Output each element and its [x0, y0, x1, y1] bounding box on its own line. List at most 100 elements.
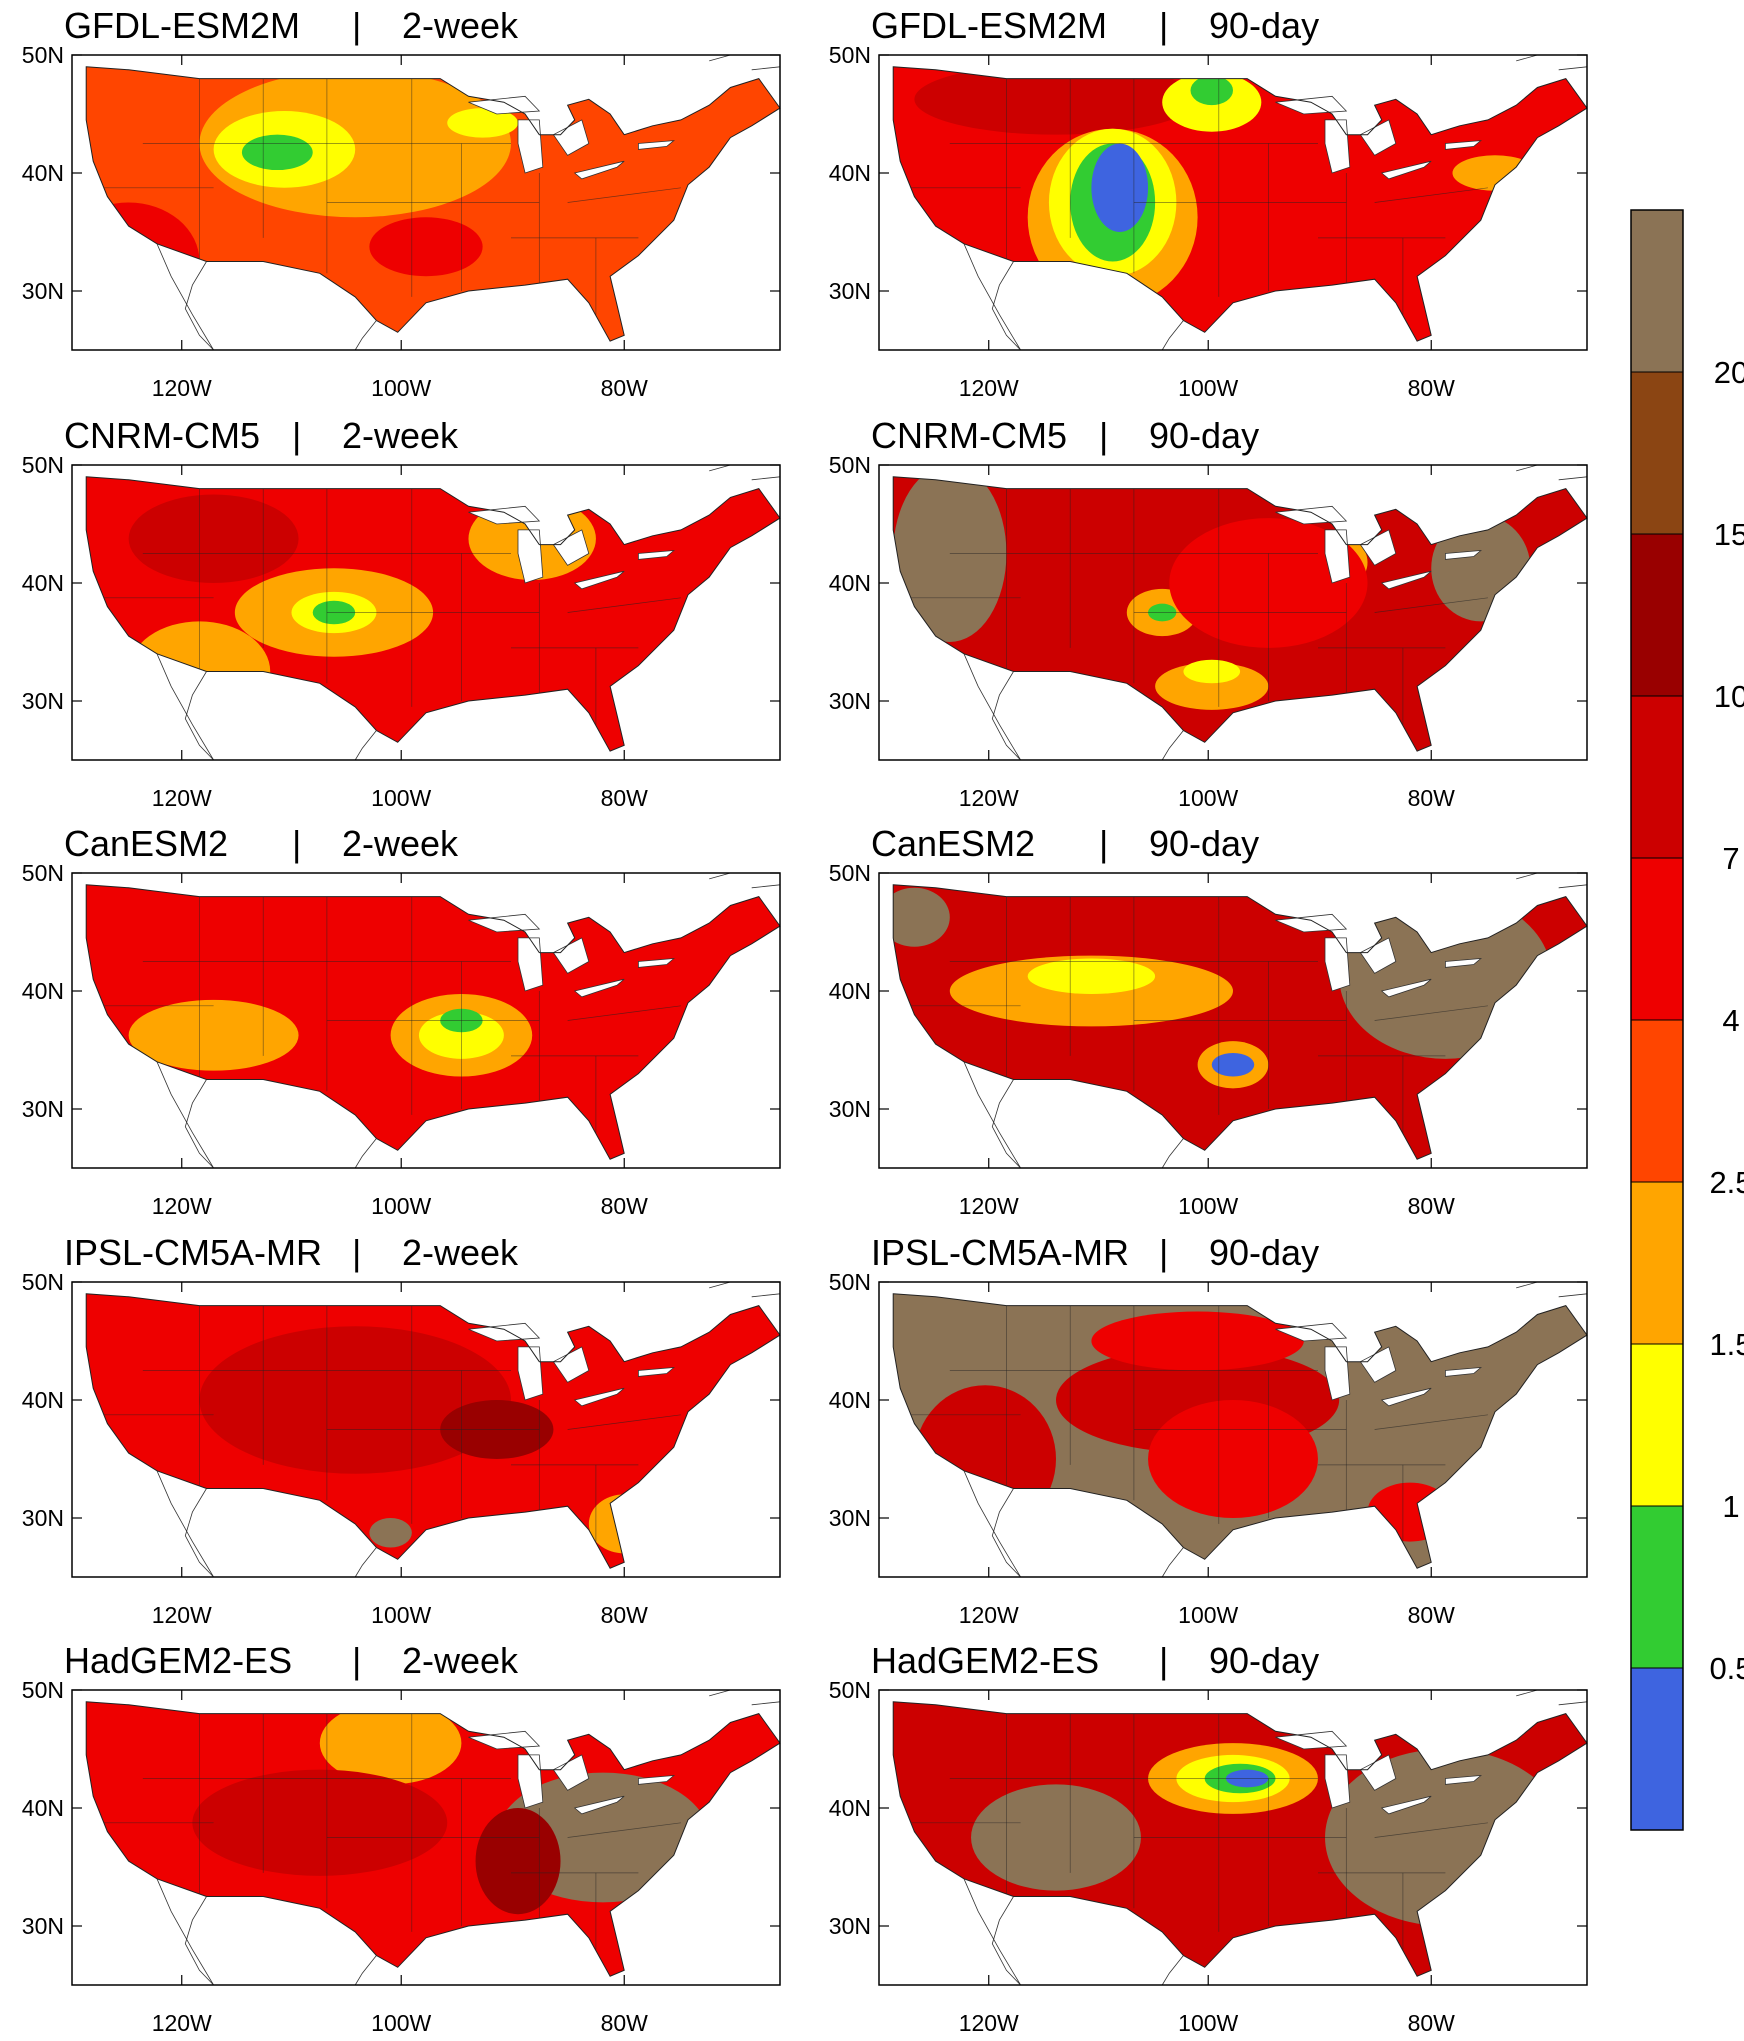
colorbar-label: 1.5: [1709, 1327, 1744, 1362]
lat-label: 50N: [22, 1269, 64, 1295]
field-region: [914, 66, 1198, 135]
panel-title: CanESM2: [871, 823, 1035, 864]
coastline: [751, 66, 781, 71]
lon-label: 120W: [959, 785, 1019, 811]
panel-title: IPSL-CM5A-MR: [871, 1232, 1129, 1273]
lake: [573, 1795, 625, 1815]
lon-label: 80W: [601, 1193, 649, 1219]
colorbar-label: 0.5: [1709, 1651, 1744, 1686]
coastline: [991, 261, 1021, 351]
map-panel: CNRM-CM5 | 2-week 50N 40N 30N 120W 100W 80W: [22, 415, 781, 811]
country-outline: [892, 1701, 1588, 1977]
field-region: [1155, 662, 1269, 710]
colorbar-label: 2.5: [1709, 1165, 1744, 1200]
lake: [1380, 1795, 1432, 1815]
field-region: [971, 1784, 1141, 1891]
coastline: [354, 1955, 377, 1986]
lat-label: 30N: [22, 688, 64, 714]
panel-period: 90-day: [1209, 5, 1319, 46]
colorbar-swatch: [1631, 1344, 1683, 1506]
country-outline: [85, 884, 781, 1160]
coastline: [963, 1878, 1021, 1986]
lon-label: 100W: [371, 375, 431, 401]
coastline: [709, 464, 731, 472]
coastline: [751, 1701, 781, 1706]
panel-title-separator: |: [292, 823, 301, 864]
country-outline: [892, 884, 1588, 1160]
panel-period: 90-day: [1209, 1232, 1319, 1273]
lake: [1445, 1774, 1483, 1785]
state-border: [1374, 1005, 1488, 1021]
field-region: [369, 1518, 412, 1548]
map-panel: GFDL-ESM2M | 90-day 50N 40N 30N 120W 100W 80W: [829, 5, 1588, 401]
lake: [1445, 549, 1483, 560]
coastline: [963, 1470, 1021, 1578]
field-region: [893, 887, 950, 947]
coastline: [354, 730, 377, 761]
lake: [517, 937, 544, 992]
lake: [1445, 140, 1483, 150]
map-frame: [71, 1281, 781, 1578]
lake: [1359, 529, 1397, 566]
lake: [517, 1754, 544, 1809]
lake: [573, 1387, 625, 1407]
field-region: [369, 217, 483, 277]
lon-label: 100W: [1178, 1193, 1238, 1219]
lon-label: 100W: [1178, 1602, 1238, 1628]
field-region: [319, 1701, 462, 1785]
map-frame: [878, 872, 1588, 1169]
colorbar-label: 20: [1714, 355, 1744, 390]
coastline: [354, 1138, 377, 1169]
colorbar-swatch: [1631, 1020, 1683, 1182]
lon-label: 120W: [152, 375, 212, 401]
lake: [552, 119, 590, 156]
map-panel: CanESM2 | 2-week 50N 40N 30N 120W 100W 80W: [22, 823, 781, 1219]
coastline: [1161, 1955, 1184, 1986]
map-frame: [878, 54, 1588, 351]
coastline: [1558, 1701, 1588, 1706]
field-region: [1091, 143, 1149, 232]
panel-period: 90-day: [1149, 823, 1259, 864]
panel-title-separator: |: [352, 1232, 361, 1273]
lon-label: 100W: [1178, 785, 1238, 811]
colorbar-swatch: [1631, 534, 1683, 696]
panel-title-separator: |: [1099, 415, 1108, 456]
panel-title-separator: |: [292, 415, 301, 456]
lon-label: 80W: [1408, 785, 1456, 811]
lake: [552, 937, 590, 974]
lake: [1445, 957, 1483, 968]
lon-label: 120W: [959, 1193, 1019, 1219]
lat-label: 50N: [22, 860, 64, 886]
lon-label: 120W: [959, 1602, 1019, 1628]
lake: [517, 529, 544, 584]
colorbar-label: 7: [1722, 841, 1739, 876]
field-region: [241, 134, 313, 171]
lake: [638, 140, 676, 150]
lat-label: 40N: [829, 1387, 871, 1413]
lat-label: 40N: [22, 1387, 64, 1413]
coastline: [991, 1488, 1021, 1578]
country-outline: [85, 476, 781, 752]
lon-label: 80W: [601, 1602, 649, 1628]
coastline: [709, 54, 731, 62]
map-frame: [71, 54, 781, 351]
coastline: [709, 1689, 731, 1697]
lon-label: 80W: [1408, 2010, 1456, 2036]
lat-label: 40N: [22, 978, 64, 1004]
lake: [468, 913, 541, 933]
lon-label: 100W: [1178, 2010, 1238, 2036]
lake: [573, 160, 625, 180]
lake: [1380, 978, 1432, 998]
country-outline: [85, 1293, 781, 1569]
coastline: [1558, 1293, 1588, 1298]
lake: [573, 570, 625, 590]
coastline: [751, 1293, 781, 1298]
colorbar-swatch: [1631, 1182, 1683, 1344]
lake: [552, 1754, 590, 1791]
coastline: [751, 476, 781, 481]
state-border: [1374, 597, 1488, 613]
colorbar: 0.5 1 1.5 2.5 4 7 10 15 20: [1630, 209, 1744, 1831]
lake: [573, 978, 625, 998]
state-border: [1374, 187, 1488, 203]
